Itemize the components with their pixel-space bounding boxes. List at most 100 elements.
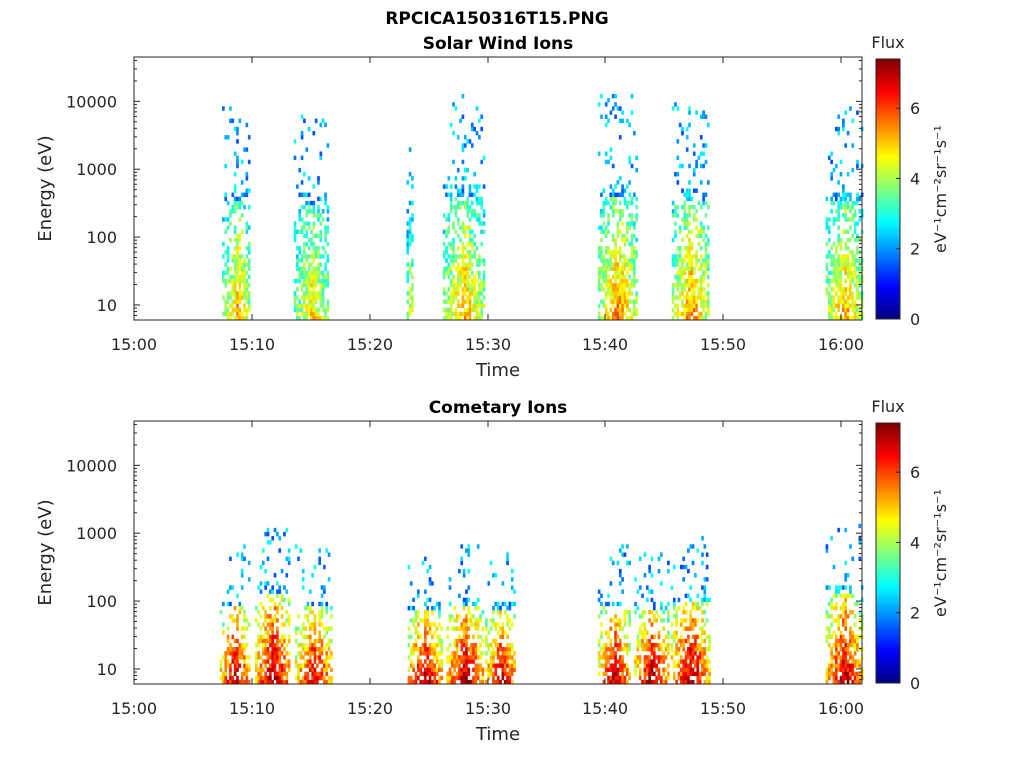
flux-cell <box>229 315 232 321</box>
colorbar-band <box>876 555 900 558</box>
colorbar-band <box>876 542 900 545</box>
flux-cell <box>433 647 437 652</box>
flux-cell <box>846 663 850 668</box>
flux-cell <box>597 642 601 648</box>
flux-cell <box>681 126 684 132</box>
flux-cell <box>319 291 323 296</box>
flux-cell <box>625 303 629 308</box>
flux-cell <box>621 254 624 259</box>
flux-cell <box>298 250 302 255</box>
flux-cell <box>842 287 845 292</box>
colorbar-band <box>876 449 900 452</box>
colorbar-band <box>876 518 900 521</box>
flux-cell <box>408 200 412 206</box>
flux-cell <box>461 188 465 193</box>
flux-cell <box>501 675 505 681</box>
flux-cell <box>283 597 286 603</box>
flux-cell <box>616 274 620 280</box>
flux-cell <box>485 659 488 664</box>
colorbar-band <box>876 602 900 606</box>
flux-cell <box>830 311 833 317</box>
flux-cell <box>702 151 705 156</box>
flux-cell <box>695 110 698 115</box>
flux-cell <box>480 200 484 206</box>
flux-cell <box>858 283 862 288</box>
flux-cell <box>607 98 610 103</box>
flux-cell <box>236 250 239 255</box>
flux-cell <box>611 315 615 321</box>
flux-cell <box>257 642 260 648</box>
flux-cell <box>683 303 687 308</box>
flux-cell <box>678 250 682 255</box>
flux-cell <box>837 299 840 304</box>
colorbar-band <box>876 626 900 630</box>
flux-cell <box>609 262 613 267</box>
flux-cell <box>276 593 279 598</box>
flux-cell <box>597 246 601 251</box>
flux-cell <box>687 655 690 660</box>
flux-cell <box>694 618 697 623</box>
flux-cell <box>240 634 244 640</box>
flux-cell <box>421 671 425 677</box>
flux-cell <box>702 196 705 202</box>
flux-cell <box>467 634 471 640</box>
flux-cell <box>320 585 324 590</box>
flux-cell <box>827 291 831 296</box>
flux-cell <box>226 217 230 222</box>
flux-cell <box>314 213 318 218</box>
flux-cell <box>623 679 627 685</box>
flux-cell <box>264 531 267 537</box>
flux-cell <box>690 274 694 280</box>
flux-cell <box>650 663 654 668</box>
flux-cell <box>494 642 498 648</box>
flux-cell <box>662 651 666 656</box>
flux-cell <box>842 307 845 313</box>
x-tick-label: 15:20 <box>347 699 393 718</box>
flux-cell <box>830 315 833 321</box>
flux-cell <box>449 246 453 251</box>
flux-cell <box>618 315 622 321</box>
flux-cell <box>684 655 688 660</box>
flux-cell <box>283 585 286 590</box>
flux-cell <box>478 299 481 304</box>
flux-cell <box>851 233 855 239</box>
flux-cell <box>266 581 270 586</box>
flux-cell <box>688 250 691 255</box>
flux-cell <box>300 114 304 119</box>
flux-cell <box>676 254 680 259</box>
flux-cell <box>506 552 509 557</box>
flux-cell <box>856 638 859 644</box>
colorbar-band <box>876 258 900 261</box>
flux-cell <box>467 667 471 672</box>
flux-cell <box>685 299 689 304</box>
flux-cell <box>478 196 481 202</box>
flux-cell <box>461 93 465 99</box>
flux-cell <box>247 667 251 672</box>
flux-cell <box>424 675 427 681</box>
flux-cell <box>240 655 244 660</box>
flux-cell <box>616 560 620 566</box>
flux-cell <box>478 135 481 140</box>
flux-cell <box>456 246 460 251</box>
flux-cell <box>326 254 330 259</box>
colorbar-band <box>876 561 900 565</box>
flux-cell <box>634 610 637 615</box>
flux-cell <box>480 307 484 313</box>
flux-cell <box>245 270 249 276</box>
flux-cell <box>313 622 317 627</box>
flux-cell <box>473 250 476 255</box>
colorbar-band <box>876 436 900 439</box>
flux-cell <box>233 209 237 214</box>
flux-cell <box>469 618 473 623</box>
flux-cell <box>856 159 859 165</box>
flux-cell <box>630 278 634 284</box>
colorbar-band <box>876 124 900 127</box>
flux-cell <box>233 200 237 206</box>
flux-cell <box>496 605 500 611</box>
flux-cell <box>466 200 469 206</box>
flux-cell <box>611 213 615 218</box>
flux-cell <box>416 655 420 660</box>
flux-cell <box>614 250 617 255</box>
flux-cell <box>702 110 705 115</box>
flux-cell <box>463 233 467 239</box>
